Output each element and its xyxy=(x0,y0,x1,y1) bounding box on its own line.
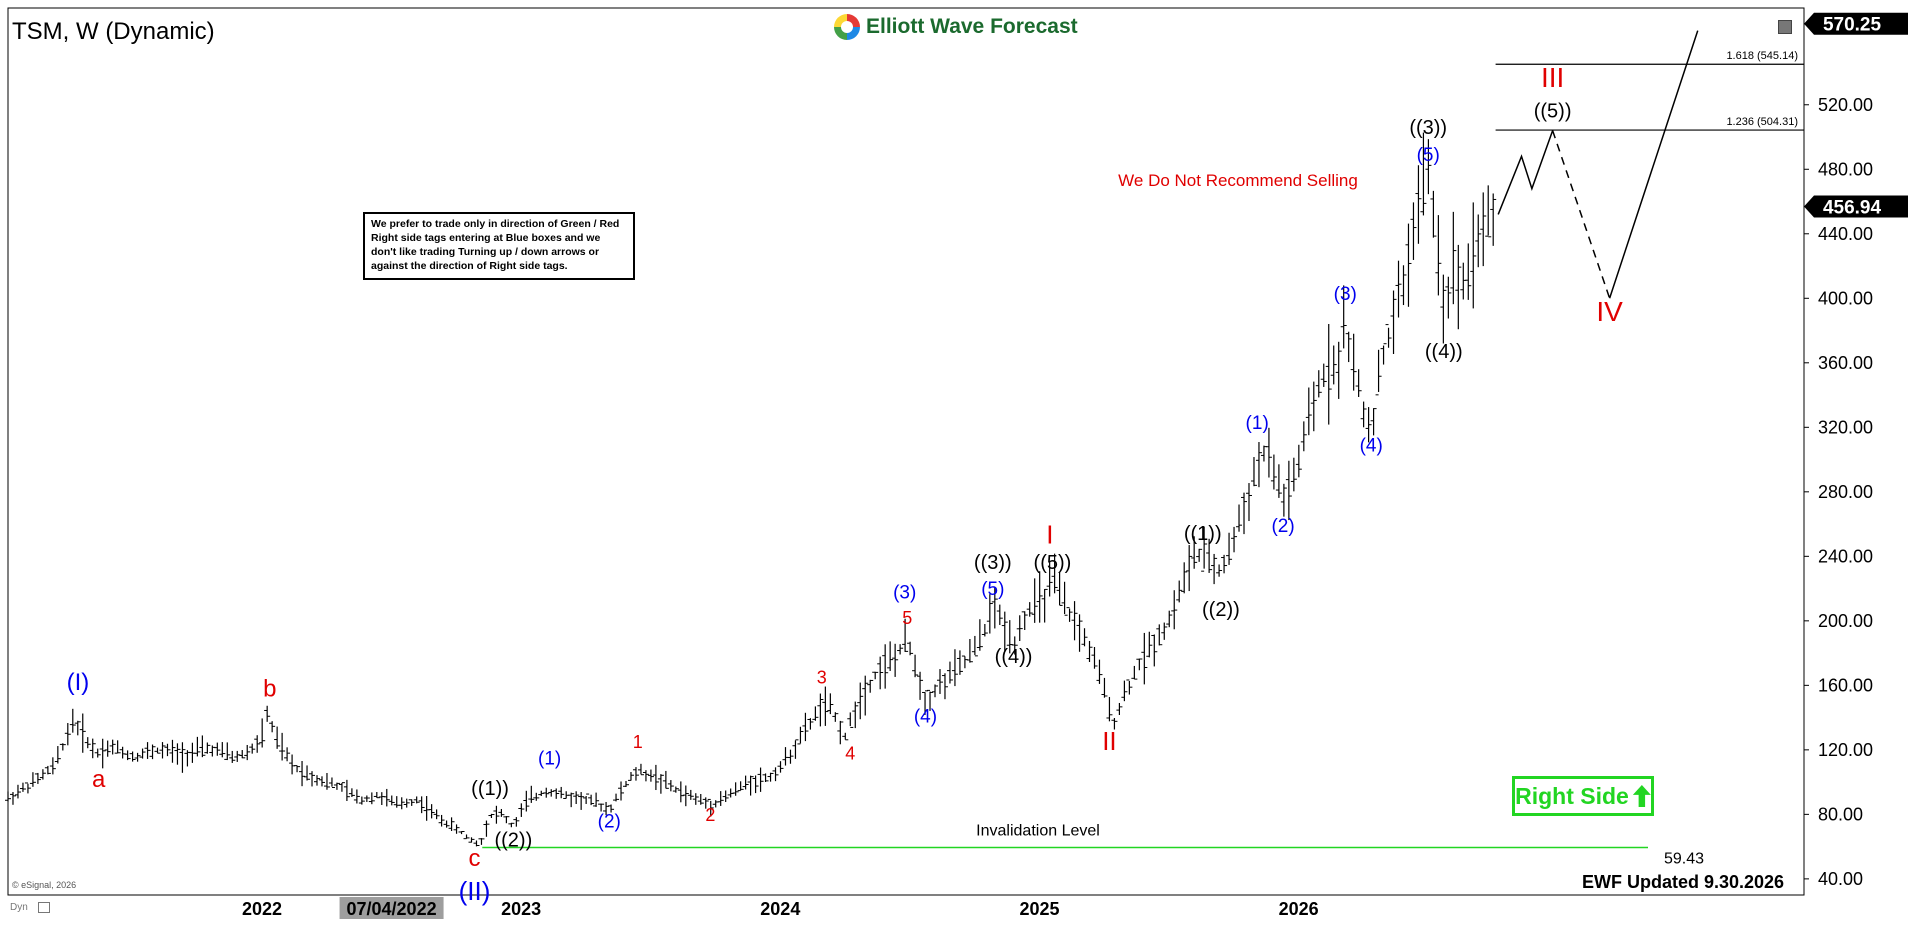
wave-label: (4) xyxy=(1360,436,1383,457)
wave-label: ((4)) xyxy=(995,646,1033,668)
ewf-logo-icon xyxy=(834,14,860,40)
y-tick-label: 120.00 xyxy=(1818,740,1873,760)
y-tick-label: 520.00 xyxy=(1818,95,1873,115)
wave-label: II xyxy=(1102,726,1116,756)
restore-window-icon[interactable] xyxy=(1778,20,1792,34)
projection-path-wave-four xyxy=(1551,130,1611,299)
dyn-label: Dyn xyxy=(10,902,28,913)
wave-label: ((3)) xyxy=(974,552,1012,574)
ewf-updated-stamp: EWF Updated 9.30.2026 xyxy=(1582,872,1785,892)
plot-area xyxy=(7,7,1805,896)
wave-label: (2) xyxy=(1271,516,1294,537)
right-side-tag: Right Side xyxy=(1512,776,1654,816)
price-label-box xyxy=(1804,12,1908,35)
trading-note: We prefer to trade only in direction of … xyxy=(363,212,635,280)
x-tick-label: 2026 xyxy=(1279,899,1319,919)
wave-label: (5) xyxy=(981,579,1004,600)
y-tick-label: 40.00 xyxy=(1818,869,1863,889)
fib-level-label: 1.236 (504.31) xyxy=(1726,116,1798,128)
wave-label: I xyxy=(1046,519,1053,549)
y-tick-label: 360.00 xyxy=(1818,353,1873,373)
wave-label: III xyxy=(1541,62,1564,93)
y-tick-label: 160.00 xyxy=(1818,675,1873,695)
wave-label: (1) xyxy=(1246,413,1269,434)
wave-label: ((2)) xyxy=(1202,599,1240,621)
ewf-brand: Elliott Wave Forecast xyxy=(866,15,1078,38)
wave-label: IV xyxy=(1596,296,1623,327)
y-tick-label: 240.00 xyxy=(1818,546,1873,566)
wave-label: ((4)) xyxy=(1425,341,1463,363)
invalidation-value: 59.43 xyxy=(1664,851,1704,868)
price-label-text: 570.25 xyxy=(1823,15,1882,36)
wave-label: (I) xyxy=(67,669,90,696)
price-label-box xyxy=(1804,195,1908,218)
y-tick-label: 320.00 xyxy=(1818,417,1873,437)
symbol-title: TSM, W (Dynamic) xyxy=(12,18,215,45)
esignal-copyright: © eSignal, 2026 xyxy=(12,880,77,890)
wave-label: (5) xyxy=(1417,145,1440,166)
y-tick-label: 440.00 xyxy=(1818,224,1873,244)
x-tick-label: 2022 xyxy=(242,899,282,919)
recommendation-text: We Do Not Recommend Selling xyxy=(1118,171,1358,190)
wave-label: a xyxy=(92,766,106,793)
wave-label: (3) xyxy=(893,582,916,603)
wave-label: (3) xyxy=(1334,284,1357,305)
wave-label: ((2)) xyxy=(494,830,532,852)
projection-path-wave-five xyxy=(1497,130,1554,215)
x-tick-label: 07/04/2022 xyxy=(347,899,437,919)
wave-label: ((1)) xyxy=(1184,523,1222,545)
wave-label: 3 xyxy=(817,668,827,688)
wave-label: ((5)) xyxy=(1534,101,1572,123)
right-side-label: Right Side xyxy=(1515,782,1629,809)
wave-label: (2) xyxy=(598,811,621,832)
ohlc-bars xyxy=(5,132,1497,847)
x-tick-label: 2023 xyxy=(501,899,541,919)
price-label-text: 456.94 xyxy=(1823,197,1882,218)
wave-label: 4 xyxy=(845,744,855,764)
wave-label: ((1)) xyxy=(471,778,509,800)
ewf-watermark: Elliott Wave Forecast xyxy=(828,10,1084,44)
invalidation-label: Invalidation Level xyxy=(976,823,1100,840)
wave-label: (II) xyxy=(459,876,491,906)
wave-label: 1 xyxy=(633,732,643,752)
y-tick-label: 400.00 xyxy=(1818,288,1873,308)
y-tick-label: 280.00 xyxy=(1818,482,1873,502)
x-tick-highlight xyxy=(339,897,444,919)
wave-label: 5 xyxy=(902,608,912,628)
wave-label: (1) xyxy=(538,748,561,769)
y-tick-label: 200.00 xyxy=(1818,611,1873,631)
y-tick-label: 480.00 xyxy=(1818,159,1873,179)
y-tick-label: 80.00 xyxy=(1818,804,1863,824)
x-tick-label: 2025 xyxy=(1019,899,1059,919)
arrow-up-icon xyxy=(1632,785,1651,807)
dyn-toggle-button[interactable] xyxy=(38,902,50,913)
wave-label: ((5)) xyxy=(1034,552,1072,574)
wave-label: 2 xyxy=(705,805,715,825)
x-tick-label: 2024 xyxy=(760,899,800,919)
wave-label: b xyxy=(263,676,276,703)
wave-label: c xyxy=(468,845,480,872)
projection-path-wave-five-next xyxy=(1608,30,1699,299)
wave-label: (4) xyxy=(914,706,937,727)
fib-level-label: 1.618 (545.14) xyxy=(1726,50,1798,62)
wave-label: ((3)) xyxy=(1409,117,1447,139)
